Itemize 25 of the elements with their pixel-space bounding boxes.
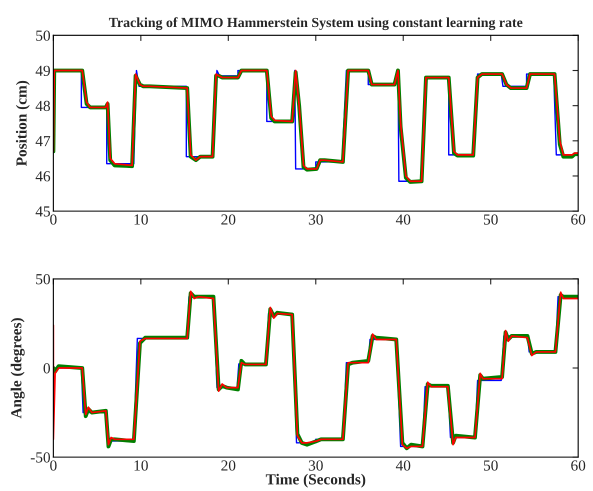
- y-tick-label: 46: [36, 171, 50, 182]
- x-tick-label: 50: [484, 460, 498, 471]
- x-tick-label: 20: [221, 214, 236, 225]
- x-tick-label: 30: [308, 460, 323, 471]
- x-tick-label: 10: [134, 214, 148, 225]
- y-tick-label: 48: [36, 100, 50, 112]
- y-tick-label: 0: [44, 363, 50, 374]
- x-tick-label: 60: [571, 460, 586, 471]
- x-tick-label: 20: [221, 460, 236, 471]
- x-tick-label: 60: [571, 214, 586, 225]
- x-tick-label: 40: [396, 214, 410, 225]
- x-tick-label: 10: [134, 460, 148, 471]
- y-tick-label: 50: [36, 30, 50, 41]
- y-tick-label: 45: [36, 206, 50, 217]
- y-tick-label: 47: [36, 136, 50, 146]
- y-axis-title: Angle (degrees): [10, 318, 25, 418]
- x-axis-title: Time (Seconds): [266, 474, 366, 488]
- y-tick-label: 49: [36, 66, 50, 76]
- x-tick-label: 50: [484, 214, 498, 225]
- x-tick-label: 30: [308, 214, 323, 225]
- y-axis-title: Position (cm): [16, 80, 30, 166]
- y-tick-label: -50: [30, 452, 50, 463]
- chart-title: Tracking of MIMO Hammerstein System using constant learning rate: [108, 17, 522, 30]
- y-tick-label: 50: [36, 274, 50, 284]
- x-tick-label: 40: [396, 460, 410, 471]
